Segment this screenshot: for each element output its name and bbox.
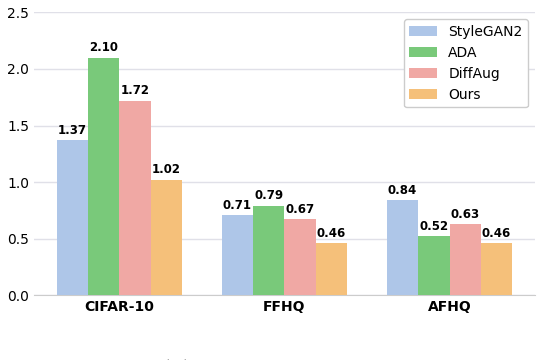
Legend: StyleGAN2, ADA, DiffAug, Ours: StyleGAN2, ADA, DiffAug, Ours <box>404 19 528 107</box>
Bar <box>222 215 253 295</box>
Text: 0.63: 0.63 <box>450 208 480 221</box>
Text: 0.79: 0.79 <box>254 189 283 202</box>
Bar <box>449 224 481 295</box>
Text: 1.37: 1.37 <box>58 124 87 137</box>
Text: 0.46: 0.46 <box>317 227 346 240</box>
Bar <box>119 101 151 295</box>
Text: 1.02: 1.02 <box>152 163 181 176</box>
Bar <box>481 243 512 295</box>
Bar <box>316 243 347 295</box>
Bar <box>151 180 182 295</box>
Bar <box>253 206 285 295</box>
Bar <box>88 58 119 295</box>
Text: 0.52: 0.52 <box>420 220 448 233</box>
Text: 0.46: 0.46 <box>482 227 511 240</box>
Bar <box>56 140 88 295</box>
Bar <box>387 200 418 295</box>
Bar <box>285 220 316 295</box>
Text: 0.71: 0.71 <box>223 198 252 212</box>
Bar <box>418 237 449 295</box>
Text: 1.72: 1.72 <box>120 84 150 97</box>
Text: 0.84: 0.84 <box>388 184 417 197</box>
Text: (b) Relative distance: (b) Relative distance <box>162 359 380 360</box>
Text: 2.10: 2.10 <box>89 41 118 54</box>
Text: 0.67: 0.67 <box>286 203 315 216</box>
